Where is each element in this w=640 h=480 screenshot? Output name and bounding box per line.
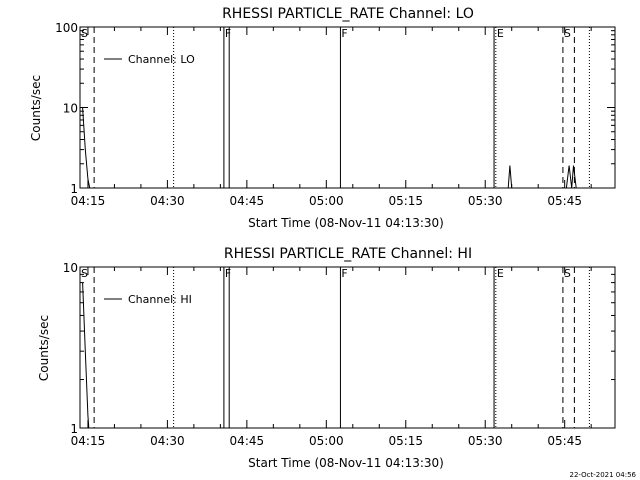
x-ticks-hi: 04:15 04:30 04:45 05:00 05:15 05:30 05:45	[71, 267, 592, 448]
chart-title-lo: RHESSI PARTICLE_RATE Channel: LO	[222, 6, 474, 22]
y-tick-label-hi-0: 1	[70, 422, 78, 436]
y-tick-label-lo-1: 10	[63, 102, 78, 116]
y-axis-label-lo: Counts/sec	[29, 75, 43, 141]
x-tick-label-lo-4: 05:15	[388, 194, 423, 208]
x-tick-label-hi-0: 04:15	[71, 434, 106, 448]
marker-label-lo-0: S	[81, 27, 88, 40]
x-axis-label-hi: Start Time (08-Nov-11 04:13:30)	[248, 456, 444, 470]
x-tick-label-hi-1: 04:30	[150, 434, 185, 448]
plot-frame-lo	[79, 26, 616, 189]
x-axis-label-lo: Start Time (08-Nov-11 04:13:30)	[248, 216, 444, 230]
x-tick-label-hi-3: 05:00	[309, 434, 344, 448]
marker-label-hi-8: S	[564, 267, 571, 280]
marker-label-hi-3: F	[225, 267, 231, 280]
chart-title-hi: RHESSI PARTICLE_RATE Channel: HI	[224, 246, 472, 262]
x-tick-label-hi-6: 05:45	[547, 434, 582, 448]
x-ticks-lo: 04:15 04:30 04:45 05:00 05:15 05:30 05:45	[71, 27, 592, 208]
legend-hi: Channel: HI	[104, 293, 192, 306]
x-tick-label-hi-2: 04:45	[230, 434, 265, 448]
series-lo	[82, 107, 577, 189]
marker-label-hi-7: E	[497, 267, 504, 280]
legend-label-hi-0: Channel: HI	[128, 293, 192, 306]
x-tick-label-lo-1: 04:30	[150, 194, 185, 208]
hi-channel-chart: RHESSI PARTICLE_RATE Channel: HI Counts/…	[37, 246, 616, 470]
x-tick-label-lo-2: 04:45	[230, 194, 265, 208]
series-line-lo-0	[82, 107, 577, 189]
series-hi	[82, 282, 90, 429]
footer-timestamp: 22-Oct-2021 04:56	[570, 471, 637, 479]
x-tick-label-lo-6: 05:45	[547, 194, 582, 208]
y-tick-label-lo-0: 1	[70, 182, 78, 196]
y-tick-label-hi-1: 10	[63, 261, 78, 275]
x-tick-label-hi-4: 05:15	[388, 434, 423, 448]
x-tick-label-hi-5: 05:30	[468, 434, 503, 448]
marker-label-lo-7: E	[497, 27, 504, 40]
legend-label-lo-0: Channel: LO	[128, 53, 195, 66]
x-tick-label-lo-5: 05:30	[468, 194, 503, 208]
marker-label-lo-3: F	[225, 27, 231, 40]
y-ticks-lo: 1 10 100	[55, 21, 615, 196]
legend-lo: Channel: LO	[104, 53, 195, 66]
y-axis-label-hi: Counts/sec	[37, 315, 51, 381]
marker-label-hi-5: F	[341, 267, 347, 280]
marker-label-lo-8: S	[564, 27, 571, 40]
marker-label-lo-5: F	[341, 27, 347, 40]
plot-frame-hi	[79, 266, 616, 429]
marker-label-hi-0: S	[81, 267, 88, 280]
y-tick-label-lo-2: 100	[55, 21, 78, 35]
x-tick-label-lo-3: 05:00	[309, 194, 344, 208]
x-tick-label-lo-0: 04:15	[71, 194, 106, 208]
series-line-hi-0	[82, 282, 90, 429]
y-ticks-hi: 1 10	[63, 261, 615, 436]
lo-channel-chart: RHESSI PARTICLE_RATE Channel: LO Counts/…	[29, 6, 616, 230]
